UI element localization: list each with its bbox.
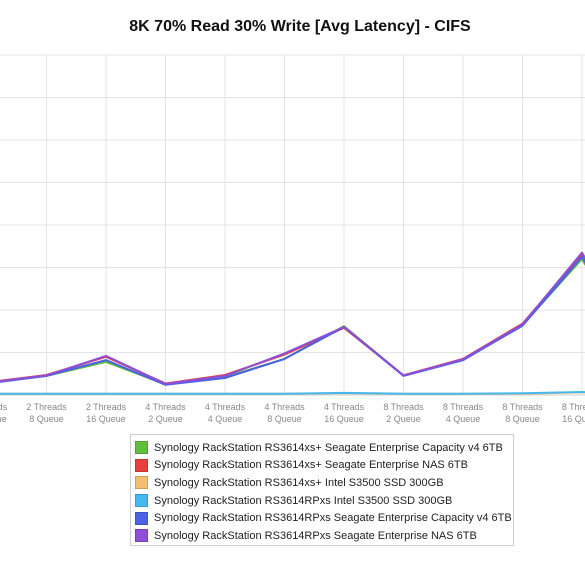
legend-item-3[interactable]: Synology RackStation RS3614xs+ Intel S35… — [135, 474, 513, 492]
x-tick-queue: 16 Queue — [0, 414, 7, 424]
legend-swatch — [135, 476, 148, 490]
x-tick-queue: 4 Queue — [446, 414, 481, 424]
x-tick-queue: 8 Queue — [29, 414, 64, 424]
series-line-5 — [0, 255, 585, 386]
x-tick-label: 8 Threads 8 Queue — [502, 402, 543, 424]
legend-label: Synology RackStation RS3614xs+ Seagate E… — [154, 441, 503, 454]
series-line-4 — [0, 391, 585, 395]
x-tick-threads: 1 Threads — [0, 402, 8, 412]
legend-item-4[interactable]: Synology RackStation RS3614RPxs Intel S3… — [135, 492, 513, 510]
x-tick-threads: 2 Threads — [26, 402, 67, 412]
x-tick-threads: 4 Threads — [264, 402, 305, 412]
x-tick-threads: 4 Threads — [205, 402, 246, 412]
x-tick-threads: 4 Threads — [145, 402, 186, 412]
legend-swatch — [135, 494, 148, 508]
legend-item-1[interactable]: Synology RackStation RS3614xs+ Seagate E… — [135, 439, 513, 457]
legend-item-2[interactable]: Synology RackStation RS3614xs+ Seagate E… — [135, 457, 513, 475]
x-tick-threads: 8 Threads — [502, 402, 543, 412]
x-tick-threads: 2 Threads — [86, 402, 127, 412]
x-tick-label: 8 Threads 4 Queue — [443, 402, 484, 424]
legend-label: Synology RackStation RS3614RPxs Seagate … — [154, 512, 512, 525]
x-tick-label: 8 Threads 16 Queue — [562, 402, 585, 424]
x-tick-threads: 8 Threads — [562, 402, 585, 412]
x-tick-queue: 16 Queue — [324, 414, 364, 424]
x-tick-queue: 16 Queue — [86, 414, 126, 424]
legend-label: Synology RackStation RS3614RPxs Seagate … — [154, 529, 477, 542]
x-tick-label: 2 Threads 8 Queue — [26, 402, 67, 424]
legend: Synology RackStation RS3614xs+ Seagate E… — [130, 434, 514, 546]
series-lines — [0, 251, 585, 395]
legend-label: Synology RackStation RS3614RPxs Intel S3… — [154, 494, 453, 507]
x-tick-queue: 2 Queue — [386, 414, 421, 424]
series-line-6 — [0, 251, 585, 385]
x-tick-queue: 8 Queue — [505, 414, 540, 424]
x-tick-queue: 2 Queue — [148, 414, 183, 424]
x-tick-label: 4 Threads 8 Queue — [264, 402, 305, 424]
legend-swatch — [135, 441, 148, 455]
chart-title: 8K 70% Read 30% Write [Avg Latency] - CI… — [129, 18, 471, 35]
grid-lines — [0, 54, 585, 396]
x-tick-label: 4 Threads 4 Queue — [205, 402, 246, 424]
x-tick-label: 2 Threads 16 Queue — [86, 402, 127, 424]
legend-swatch — [135, 529, 148, 543]
x-tick-label: 4 Threads 2 Queue — [145, 402, 186, 424]
legend-label: Synology RackStation RS3614xs+ Seagate E… — [154, 459, 468, 472]
x-tick-queue: 8 Queue — [267, 414, 302, 424]
x-tick-label: 8 Threads 2 Queue — [383, 402, 424, 424]
legend-label: Synology RackStation RS3614xs+ Intel S35… — [154, 476, 444, 489]
x-tick-threads: 8 Threads — [443, 402, 484, 412]
legend-swatch — [135, 458, 148, 472]
x-tick-label: 4 Threads 16 Queue — [324, 402, 365, 424]
x-tick-queue: 16 Queue — [562, 414, 585, 424]
legend-item-5[interactable]: Synology RackStation RS3614RPxs Seagate … — [135, 509, 513, 527]
legend-swatch — [135, 511, 148, 525]
x-tick-threads: 4 Threads — [324, 402, 365, 412]
x-tick-label: 1 Threads 16 Queue — [0, 402, 8, 424]
x-tick-threads: 8 Threads — [383, 402, 424, 412]
x-tick-queue: 4 Queue — [208, 414, 243, 424]
legend-item-6[interactable]: Synology RackStation RS3614RPxs Seagate … — [135, 527, 513, 545]
